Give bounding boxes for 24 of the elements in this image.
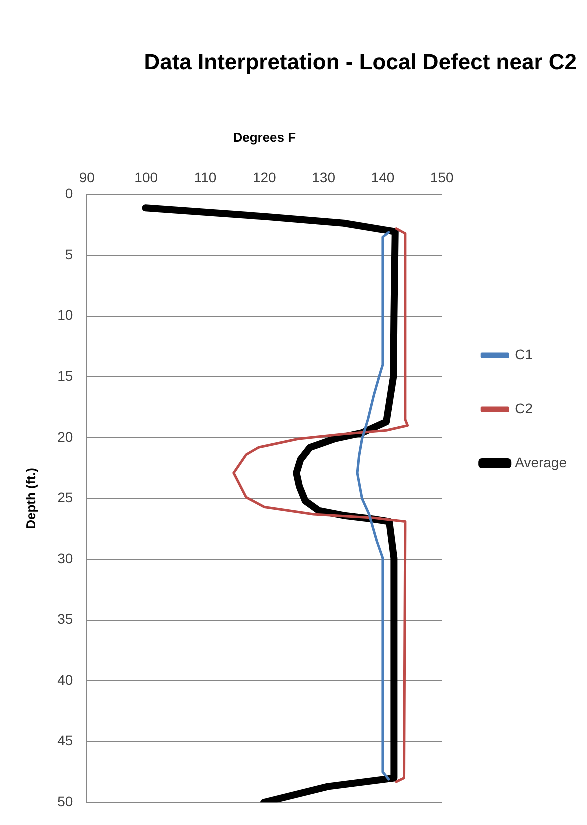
y-tick-label: 10 — [58, 307, 74, 324]
x-tick-label: 120 — [252, 169, 277, 186]
chart-title: Data Interpretation - Local Defect near C2 — [144, 49, 577, 74]
y-tick-label: 25 — [58, 490, 74, 506]
y-tick-label: 40 — [58, 672, 74, 688]
x-tick-label: 130 — [312, 169, 336, 186]
legend-label: Average — [515, 454, 568, 470]
y-tick-label: 35 — [58, 611, 74, 628]
x-tick-label: 90 — [79, 169, 96, 186]
legend-label: C2 — [515, 400, 534, 416]
x-tick-label: 150 — [430, 169, 454, 186]
y-tick-label: 15 — [58, 368, 74, 384]
y-tick-label: 50 — [58, 793, 74, 810]
y-tick-label: 0 — [65, 186, 74, 202]
x-axis-title: Degrees F — [233, 130, 296, 145]
x-tick-label: 140 — [371, 169, 395, 186]
x-tick-label: 110 — [194, 169, 217, 186]
x-tick-label: 100 — [134, 169, 158, 186]
y-axis-title: Depth (ft.) — [23, 468, 38, 530]
y-tick-label: 5 — [65, 246, 74, 262]
y-tick-label: 20 — [58, 428, 74, 445]
legend-label: C1 — [515, 346, 534, 362]
y-tick-label: 45 — [58, 732, 74, 749]
y-tick-label: 30 — [58, 550, 74, 566]
